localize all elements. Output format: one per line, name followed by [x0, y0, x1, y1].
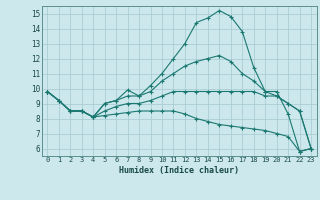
- X-axis label: Humidex (Indice chaleur): Humidex (Indice chaleur): [119, 166, 239, 175]
